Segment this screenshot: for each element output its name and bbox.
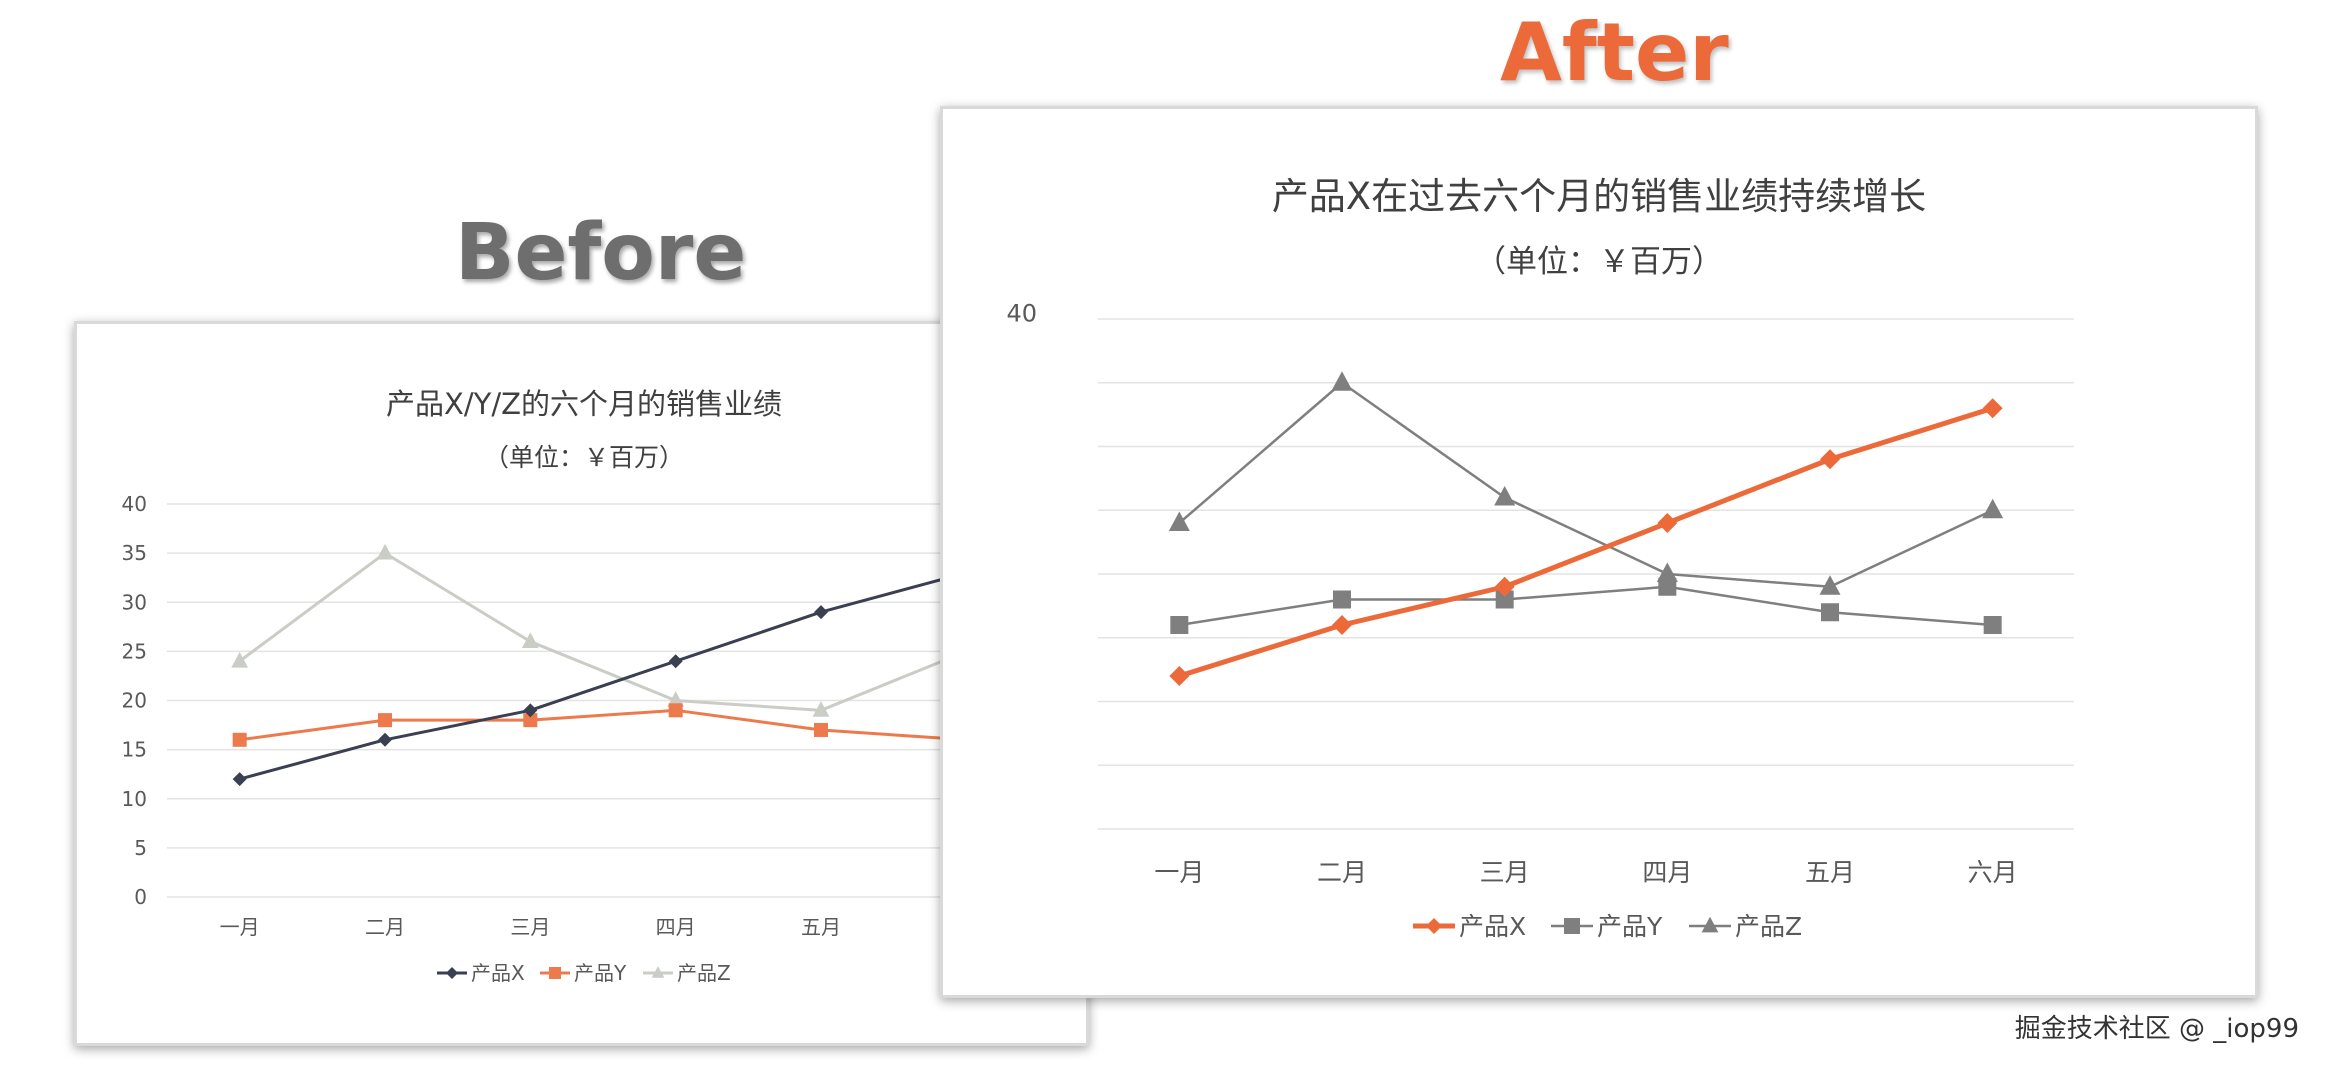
- before-heading: Before: [455, 208, 747, 298]
- after-legend-label: 产品Y: [1597, 912, 1663, 941]
- before-subtitle: （单位：￥百万）: [484, 443, 684, 472]
- before-y-tick-label: 35: [122, 541, 147, 565]
- after-data-point: [1170, 616, 1189, 634]
- after-data-point: [1495, 590, 1514, 609]
- before-chart: 产品X/Y/Z的六个月的销售业绩 （单位：￥百万） 0 5 10 15 20 25 30 35 40…: [122, 387, 1039, 985]
- before-y-tick-label: 15: [122, 738, 147, 762]
- after-x-tick-label: 二月: [1317, 858, 1367, 887]
- after-subtitle: （单位：￥百万）: [1475, 244, 1723, 280]
- before-data-point: [232, 772, 247, 787]
- watermark: 掘金技术社区 @ _iop99: [2014, 1014, 2299, 1044]
- before-series-line: [239, 571, 967, 781]
- after-data-point: [1983, 616, 2002, 634]
- before-x-tick-label: 四月: [656, 915, 696, 939]
- after-data-point: [1332, 615, 1352, 635]
- after-x-tick-label: 五月: [1805, 858, 1855, 887]
- after-chart-card: 产品X在过去六个月的销售业绩持续增长 （单位：￥百万） 40 一月 二月 三月 四月 五月 六月…: [940, 106, 2258, 998]
- before-y-tick-label: 0: [134, 885, 147, 909]
- before-data-point: [523, 713, 538, 728]
- after-data-point: [1169, 666, 1190, 686]
- before-data-point: [376, 543, 394, 560]
- after-series-line: [1179, 585, 1993, 627]
- after-data-point: [1982, 498, 2004, 519]
- after-data-point: [1658, 577, 1677, 596]
- after-legend-label: 产品X: [1459, 912, 1526, 941]
- after-data-point: [1494, 486, 1516, 506]
- before-data-point: [378, 713, 392, 728]
- before-y-tick-label: 30: [122, 590, 147, 614]
- after-data-point: [1657, 513, 1678, 533]
- after-legend-label: 产品Z: [1735, 912, 1802, 941]
- before-y-tick-label: 40: [122, 492, 147, 516]
- before-x-tick-label: 二月: [365, 915, 405, 939]
- before-legend-marker: [549, 967, 561, 979]
- after-data-point: [1819, 575, 1841, 595]
- before-legend-marker: [651, 966, 665, 978]
- before-x-tick-label: 一月: [220, 915, 260, 939]
- before-y-tick-label: 20: [122, 689, 147, 713]
- after-data-point: [1820, 449, 1840, 470]
- before-data-point: [668, 703, 683, 718]
- before-title: 产品X/Y/Z的六个月的销售业绩: [386, 387, 782, 421]
- after-data-point: [1821, 603, 1839, 622]
- before-x-tick-label: 三月: [510, 915, 550, 939]
- before-y-tick-label: 10: [122, 787, 147, 811]
- after-series-line: [1178, 381, 1994, 588]
- after-x-tick-label: 四月: [1642, 858, 1692, 887]
- after-series-line: [1178, 405, 1994, 679]
- before-data-point: [668, 654, 683, 669]
- before-data-point: [523, 703, 538, 718]
- after-data-point: [1494, 576, 1515, 597]
- after-chart: 产品X在过去六个月的销售业绩持续增长 （单位：￥百万） 40 一月 二月 三月 四月 五月 六月…: [1006, 175, 2074, 941]
- before-y-tick-label: 25: [122, 639, 147, 663]
- before-data-point: [812, 701, 830, 717]
- before-series-line: [238, 551, 967, 712]
- before-data-point: [667, 691, 685, 707]
- before-legend-label: 产品Z: [677, 961, 731, 985]
- after-data-point: [1331, 371, 1353, 391]
- after-y-tick-label: 40: [1006, 299, 1037, 327]
- after-x-tick-label: 一月: [1154, 858, 1204, 887]
- after-heading: After: [1500, 6, 1729, 99]
- before-legend-label: 产品X: [471, 961, 525, 985]
- after-x-tick-label: 三月: [1480, 858, 1530, 887]
- after-data-point: [1168, 511, 1190, 531]
- after-data-point: [1656, 562, 1678, 582]
- after-legend-marker: [1564, 918, 1580, 934]
- before-chart-card: 产品X/Y/Z的六个月的销售业绩 （单位：￥百万） 0 5 10 15 20 25 30 35 40…: [74, 321, 1089, 1046]
- before-x-tick-label: 五月: [801, 915, 841, 939]
- before-series-line: [239, 708, 967, 742]
- after-title: 产品X在过去六个月的销售业绩持续增长: [1272, 175, 1926, 218]
- after-data-point: [1982, 398, 2003, 419]
- before-y-tick-label: 5: [134, 836, 147, 860]
- before-data-point: [814, 722, 828, 737]
- after-legend-marker: [1426, 918, 1442, 934]
- before-legend-label: 产品Y: [574, 961, 627, 985]
- before-data-point: [814, 605, 828, 620]
- before-data-point: [378, 732, 392, 747]
- after-data-point: [1333, 590, 1351, 609]
- before-data-point: [232, 732, 247, 747]
- before-legend-marker: [446, 967, 458, 979]
- after-legend-marker: [1701, 916, 1719, 933]
- after-x-tick-label: 六月: [1968, 858, 2018, 887]
- before-data-point: [231, 652, 249, 668]
- before-data-point: [521, 632, 539, 648]
